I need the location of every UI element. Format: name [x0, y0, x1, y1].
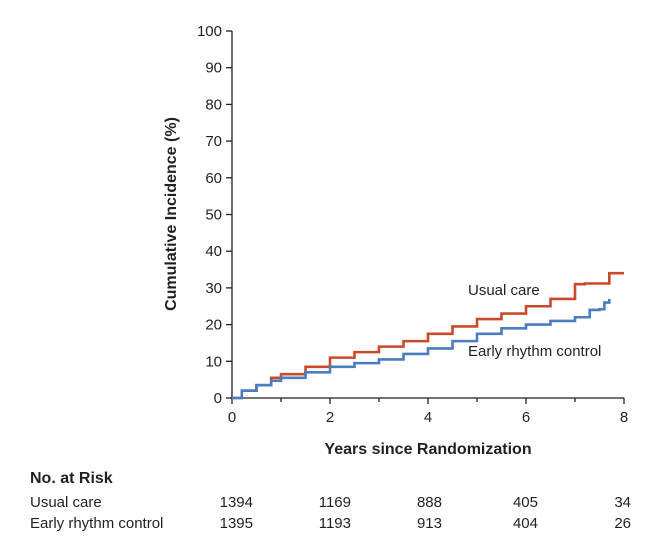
y-tick-label: 20	[205, 317, 222, 334]
series-group	[232, 271, 624, 400]
series-line-usual-care	[232, 271, 624, 400]
y-tick-label: 30	[205, 280, 222, 297]
x-tick-label: 2	[326, 409, 334, 426]
annotation-usual-care: Usual care	[468, 282, 540, 299]
y-axis-label: Cumulative Incidence (%)	[163, 117, 180, 311]
y-tick-label: 100	[197, 23, 222, 40]
y-tick-label: 70	[205, 133, 222, 150]
x-tick-label: 0	[228, 409, 236, 426]
y-tick-label: 50	[205, 207, 222, 224]
x-axis-label: Years since Randomization	[324, 441, 531, 458]
y-tick-label: 90	[205, 60, 222, 77]
x-tick-label: 8	[620, 409, 628, 426]
x-tick-label: 4	[424, 409, 432, 426]
y-tick-label: 80	[205, 96, 222, 113]
y-tick-label: 60	[205, 170, 222, 187]
series-line-early-rhythm-control	[232, 298, 611, 400]
x-tick-label: 6	[522, 409, 530, 426]
annotation-early-rhythm-control: Early rhythm control	[468, 343, 601, 360]
y-tick-label: 40	[205, 243, 222, 260]
y-tick-label: 0	[214, 390, 222, 407]
y-tick-label: 10	[205, 353, 222, 370]
axes: 0 10 20 30 40 50 60 70 80 90 100 0 2 4 6 8	[197, 23, 628, 426]
